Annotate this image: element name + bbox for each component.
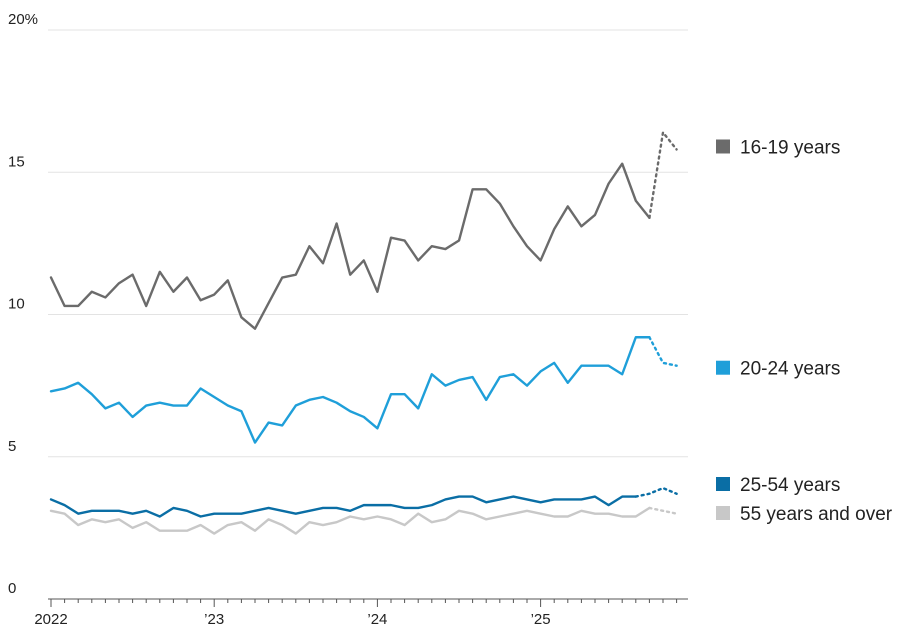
gridlines — [48, 29, 688, 458]
y-axis: 0 5 10 15 20% — [8, 11, 38, 597]
x-tick-label: 2022 — [34, 611, 67, 628]
legend-swatch — [716, 506, 730, 520]
legend-swatch — [716, 139, 730, 154]
x-tick-label: ’23 — [204, 611, 224, 628]
legend-label: 25-54 years — [740, 475, 840, 496]
legend-swatch — [716, 477, 730, 491]
y-tick-label: 5 — [8, 438, 16, 455]
series-line — [49, 495, 637, 518]
legend: 16-19 years 20-24 years 25-54 years 55 year… — [716, 137, 893, 525]
series-line-projected — [634, 486, 678, 498]
x-tick-label: ’24 — [367, 611, 387, 628]
y-tick-label: 0 — [8, 580, 16, 597]
series-line-projected — [648, 336, 678, 367]
series-line-projected — [648, 129, 678, 219]
x-tick-label: ’25 — [531, 611, 551, 628]
y-tick-label: 20% — [8, 11, 38, 28]
y-tick-label: 15 — [8, 153, 25, 170]
legend-label: 20-24 years — [740, 359, 840, 380]
series-line — [49, 506, 651, 535]
series-line-projected — [648, 506, 678, 515]
legend-label: 16-19 years — [740, 137, 840, 158]
series-line — [49, 336, 651, 444]
legend-swatch — [716, 360, 730, 375]
x-axis: 2022 ’23 ’24 ’25 — [34, 598, 688, 628]
series-lines — [49, 129, 678, 535]
y-tick-label: 10 — [8, 296, 25, 313]
series-line — [49, 162, 651, 330]
legend-label: 55 years and over — [740, 504, 893, 525]
